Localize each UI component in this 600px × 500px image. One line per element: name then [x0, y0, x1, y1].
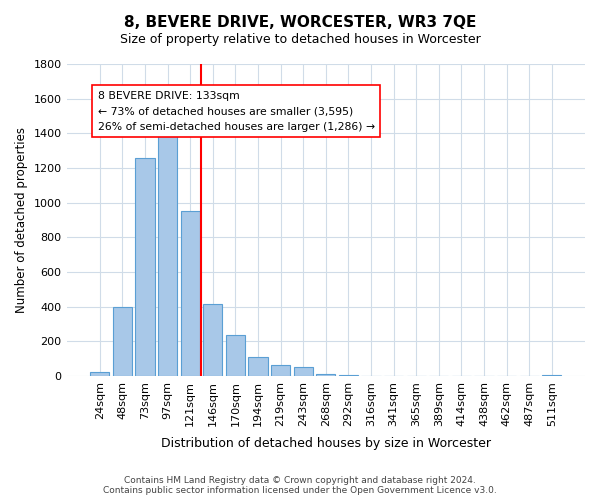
Text: 8 BEVERE DRIVE: 133sqm
← 73% of detached houses are smaller (3,595)
26% of semi-: 8 BEVERE DRIVE: 133sqm ← 73% of detached… [98, 90, 375, 132]
Bar [542, 375, 562, 376]
Bar [248, 357, 268, 376]
X-axis label: Distribution of detached houses by size in Worcester: Distribution of detached houses by size … [161, 437, 491, 450]
Text: Size of property relative to detached houses in Worcester: Size of property relative to detached ho… [119, 32, 481, 46]
Bar [293, 367, 313, 376]
Y-axis label: Number of detached properties: Number of detached properties [15, 127, 28, 313]
Bar [113, 308, 132, 376]
Bar [181, 212, 200, 376]
Bar [271, 364, 290, 376]
Bar [339, 375, 358, 376]
Bar [90, 372, 109, 376]
Bar [158, 136, 177, 376]
Bar [316, 374, 335, 376]
Bar [226, 335, 245, 376]
Bar [136, 158, 155, 376]
Text: Contains HM Land Registry data © Crown copyright and database right 2024.
Contai: Contains HM Land Registry data © Crown c… [103, 476, 497, 495]
Text: 8, BEVERE DRIVE, WORCESTER, WR3 7QE: 8, BEVERE DRIVE, WORCESTER, WR3 7QE [124, 15, 476, 30]
Bar [203, 304, 223, 376]
